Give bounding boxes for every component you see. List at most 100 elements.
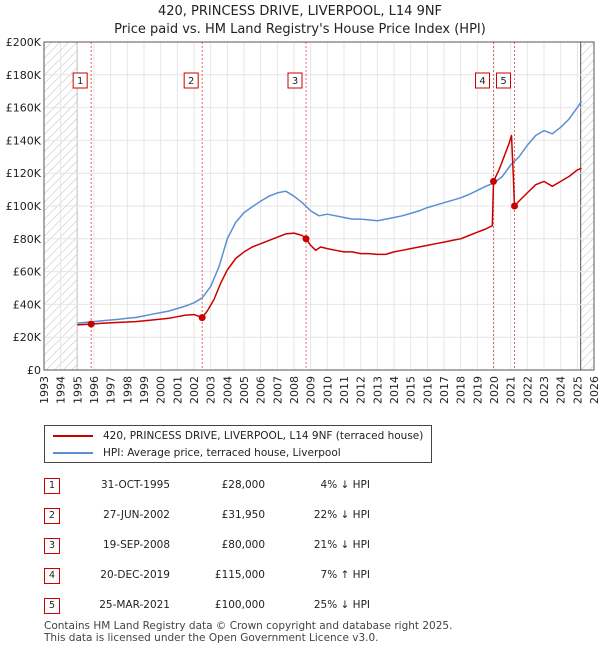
x-tick-label: 2010 [321,376,334,404]
sale-label-box [72,72,88,89]
x-tick-label: 2004 [221,376,234,404]
sale-point [511,202,518,210]
chart-title: 420, PRINCESS DRIVE, LIVERPOOL, L14 9NF [157,4,443,19]
sale-label-number: 5 [500,76,506,87]
sale-marker-badge: 5 [44,598,60,614]
sale-date: 27-JUN-2002 [103,509,170,521]
x-tick-label: 2009 [305,376,318,404]
y-tick-label: £160K [6,102,42,115]
x-tick-label: 2021 [505,376,518,404]
x-tick-label: 2011 [338,376,351,404]
table-row: 3 19-SEP-2008 £80,000 21% ↓ HPI [0,537,600,557]
legend-label-property: 420, PRINCESS DRIVE, LIVERPOOL, L14 9NF … [103,430,424,442]
sale-hpi-diff: 4% ↓ HPI [320,479,370,491]
x-tick-label: 2023 [538,376,551,404]
sale-price: £115,000 [214,569,265,581]
x-tick-label: 2008 [288,376,301,404]
x-tick-label: 2024 [555,376,568,404]
sale-marker-badge: 2 [44,508,60,524]
sale-price: £28,000 [221,479,265,491]
x-tick-label: 2003 [205,376,218,404]
x-tick-label: 2014 [388,376,401,404]
x-tick-label: 2001 [171,376,184,404]
x-tick-label: 2002 [188,376,201,404]
sale-marker-badge: 4 [44,568,60,584]
sale-price: £31,950 [221,509,265,521]
sale-hpi-diff: 25% ↓ HPI [313,599,370,611]
x-tick-label: 2015 [405,376,418,404]
sale-label-box [475,72,490,89]
chart-legend: 420, PRINCESS DRIVE, LIVERPOOL, L14 9NF … [44,425,432,463]
x-tick-label: 2025 [571,376,584,404]
legend-item-property: 420, PRINCESS DRIVE, LIVERPOOL, L14 9NF … [53,428,423,444]
footer-line-copyright: Contains HM Land Registry data © Crown c… [44,620,453,632]
sale-date: 20-DEC-2019 [100,569,170,581]
x-tick-label: 1996 [88,376,101,404]
y-tick-label: £60K [13,266,42,279]
table-row: 1 31-OCT-1995 £28,000 4% ↓ HPI [0,477,600,497]
x-tick-label: 2020 [488,376,501,404]
x-tick-label: 2018 [455,376,468,404]
legend-swatch-hpi [53,452,93,454]
sale-label-number: 3 [292,76,298,87]
x-tick-label: 1998 [121,376,134,404]
sale-price: £100,000 [214,599,265,611]
y-tick-label: £140K [6,134,42,147]
legend-label-hpi: HPI: Average price, terraced house, Live… [103,447,341,459]
x-tick-label: 2012 [355,376,368,404]
table-row: 4 20-DEC-2019 £115,000 7% ↑ HPI [0,567,600,587]
sale-marker-badge: 1 [44,478,60,494]
sale-date: 19-SEP-2008 [102,539,170,551]
sale-point [198,314,206,322]
x-tick-label: 2006 [255,376,268,404]
x-tick-label: 2022 [521,376,534,404]
y-tick-label: £20K [13,331,42,344]
y-tick-label: £0 [27,364,41,377]
sale-label-number: 4 [479,76,485,87]
table-row: 2 27-JUN-2002 £31,950 22% ↓ HPI [0,507,600,527]
legend-swatch-property [53,435,93,437]
x-tick-label: 2005 [238,376,251,404]
sale-label-number: 1 [77,76,83,87]
x-tick-label: 1999 [138,376,151,404]
x-tick-label: 2000 [155,376,168,404]
x-tick-label: 2016 [421,376,434,404]
x-tick-label: 2019 [471,376,484,404]
y-tick-label: £40K [13,298,42,311]
sale-point [302,235,310,243]
x-tick-label: 1994 [55,376,68,404]
plot-frame [43,41,595,371]
y-tick-label: £200K [6,36,42,49]
sale-label-number: 2 [188,76,194,87]
sale-price: £80,000 [221,539,265,551]
sale-label-box [496,72,511,89]
sale-point [87,320,95,328]
x-tick-label: 2017 [438,376,451,404]
sale-hpi-diff: 7% ↑ HPI [320,569,370,581]
x-tick-label: 1995 [71,376,84,404]
x-tick-label: 2013 [371,376,384,404]
y-tick-label: £120K [6,167,42,180]
sale-hpi-diff: 21% ↓ HPI [313,539,370,551]
x-tick-label: 1993 [38,376,51,404]
sale-label-box [183,72,199,89]
y-tick-label: £180K [6,69,42,82]
sale-date: 25-MAR-2021 [99,599,170,611]
chart-subtitle: Price paid vs. HM Land Registry's House … [114,22,486,37]
x-tick-label: 2026 [588,376,600,404]
x-tick-label: 2007 [271,376,284,404]
sale-label-box [287,72,303,89]
price-chart: £0 £20K £40K £60K £80K £100K £120K £140K £160K £1… [6,36,600,404]
sale-date: 31-OCT-1995 [101,479,170,491]
x-tick-label: 1997 [105,376,118,404]
legend-item-hpi: HPI: Average price, terraced house, Live… [53,445,341,461]
y-tick-label: £100K [6,200,42,213]
series-line-hpi [77,100,583,325]
sale-hpi-diff: 22% ↓ HPI [313,509,370,521]
y-tick-label: £80K [13,233,42,246]
footer-notice: Contains HM Land Registry data © Crown c… [44,620,452,644]
footer-line-licence: This data is licensed under the Open Gov… [44,632,379,644]
sale-marker-badge: 3 [44,538,60,554]
sale-point [490,177,497,185]
table-row: 5 25-MAR-2021 £100,000 25% ↓ HPI [0,597,600,617]
